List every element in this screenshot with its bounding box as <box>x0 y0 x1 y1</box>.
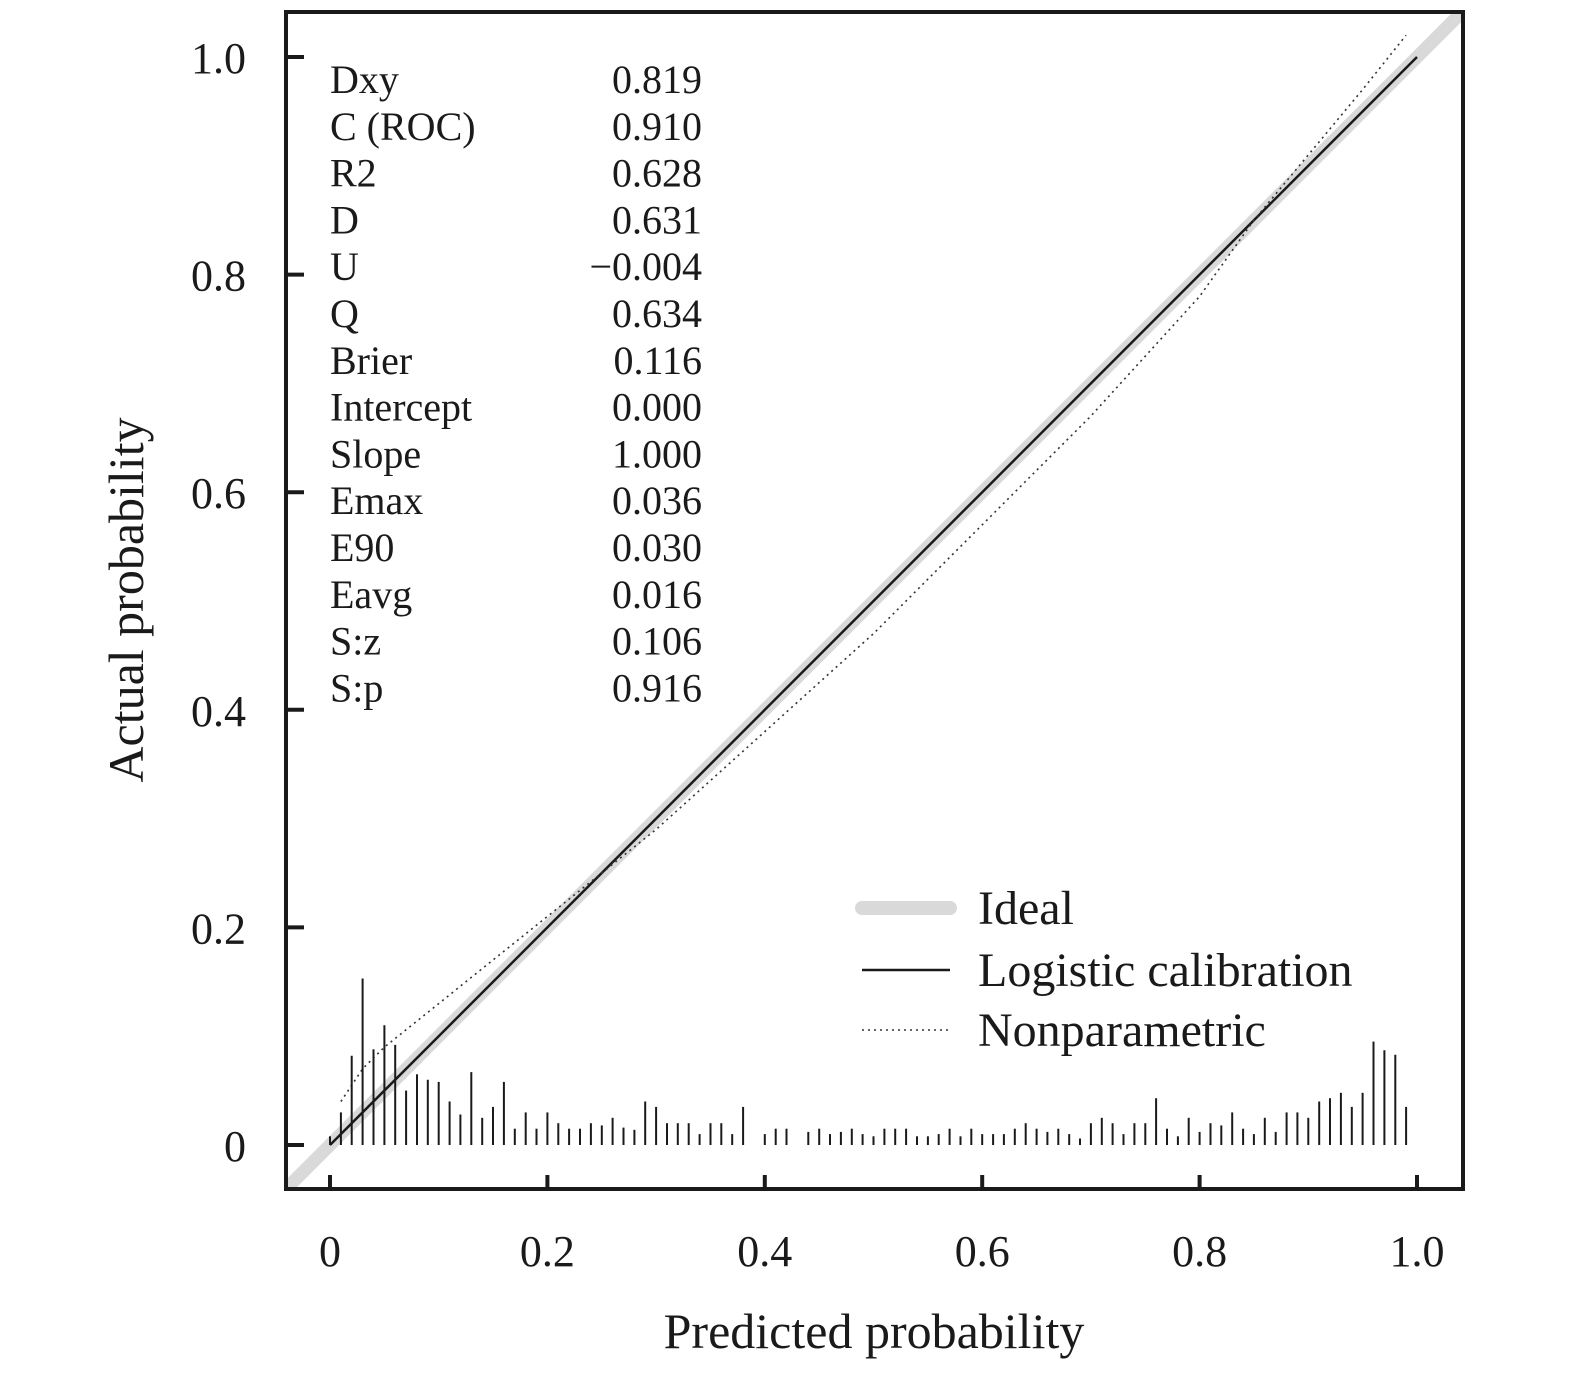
stat-value: 0.916 <box>612 665 702 710</box>
stat-label: R2 <box>330 151 377 196</box>
stat-label: Brier <box>330 338 412 383</box>
axes-layer: 0 0.2 0.4 0.6 0.8 1.0 0 0.2 0.4 0.6 0.8 1.0 <box>191 34 1445 1276</box>
statistics-table: Dxy 0.819 C (ROC) 0.910 R2 0.628 D 0.631 U −0.004… <box>330 57 702 710</box>
y-tick-label: 0.4 <box>191 687 246 736</box>
plot-frame <box>284 10 1465 1191</box>
series-line-logistic-calibration <box>329 56 1418 1146</box>
stat-label: Emax <box>330 478 423 523</box>
x-tick-label: 0.8 <box>1172 1227 1227 1276</box>
rug-layer <box>329 978 1408 1145</box>
stat-value: 0.634 <box>612 291 702 336</box>
x-tick-label: 0.2 <box>520 1227 575 1276</box>
x-tick-label: 0.4 <box>737 1227 792 1276</box>
stat-value: 0.000 <box>612 385 702 430</box>
stat-label: Eavg <box>330 572 412 617</box>
y-tick-label: 1.0 <box>191 34 246 83</box>
x-tick-label: 1.0 <box>1390 1227 1445 1276</box>
stat-value: 0.030 <box>612 525 702 570</box>
stat-value: 0.631 <box>612 197 702 242</box>
legend: Ideal Logistic calibration Nonparametric <box>855 882 1353 1057</box>
x-tick-label: 0.6 <box>955 1227 1010 1276</box>
stat-label: S:p <box>330 665 383 710</box>
stat-value: 0.910 <box>612 104 702 149</box>
series-layer <box>286 12 1463 1189</box>
y-tick-label: 0.2 <box>191 904 246 953</box>
stat-label: C (ROC) <box>330 104 476 149</box>
stat-value: 0.116 <box>613 338 702 383</box>
legend-label-nonparametric: Nonparametric <box>978 1004 1266 1057</box>
stat-value: 1.000 <box>612 431 702 476</box>
stat-label: Intercept <box>330 385 472 430</box>
stat-value: −0.004 <box>589 244 702 289</box>
x-axis-title: Predicted probability <box>664 1303 1085 1359</box>
y-tick-label: 0.8 <box>191 252 246 301</box>
x-tick-label: 0 <box>319 1227 341 1276</box>
y-axis-title: Actual probability <box>98 417 154 782</box>
stat-label: D <box>330 197 359 242</box>
stat-label: Q <box>330 291 359 336</box>
y-tick-label: 0.6 <box>191 469 246 518</box>
stat-label: S:z <box>330 619 381 664</box>
stat-label: E90 <box>330 525 394 570</box>
legend-label-ideal: Ideal <box>978 882 1074 935</box>
stat-value: 0.819 <box>612 57 702 102</box>
legend-label-logistic-calibration: Logistic calibration <box>978 944 1353 997</box>
stat-label: U <box>330 244 359 289</box>
stat-label: Slope <box>330 431 421 476</box>
stat-value: 0.106 <box>612 619 702 664</box>
series-line-nonparametric <box>340 34 1407 1102</box>
y-tick-label: 0 <box>224 1122 246 1171</box>
stat-value: 0.628 <box>612 151 702 196</box>
stat-label: Dxy <box>330 57 399 102</box>
stat-value: 0.016 <box>612 572 702 617</box>
stat-value: 0.036 <box>612 478 702 523</box>
